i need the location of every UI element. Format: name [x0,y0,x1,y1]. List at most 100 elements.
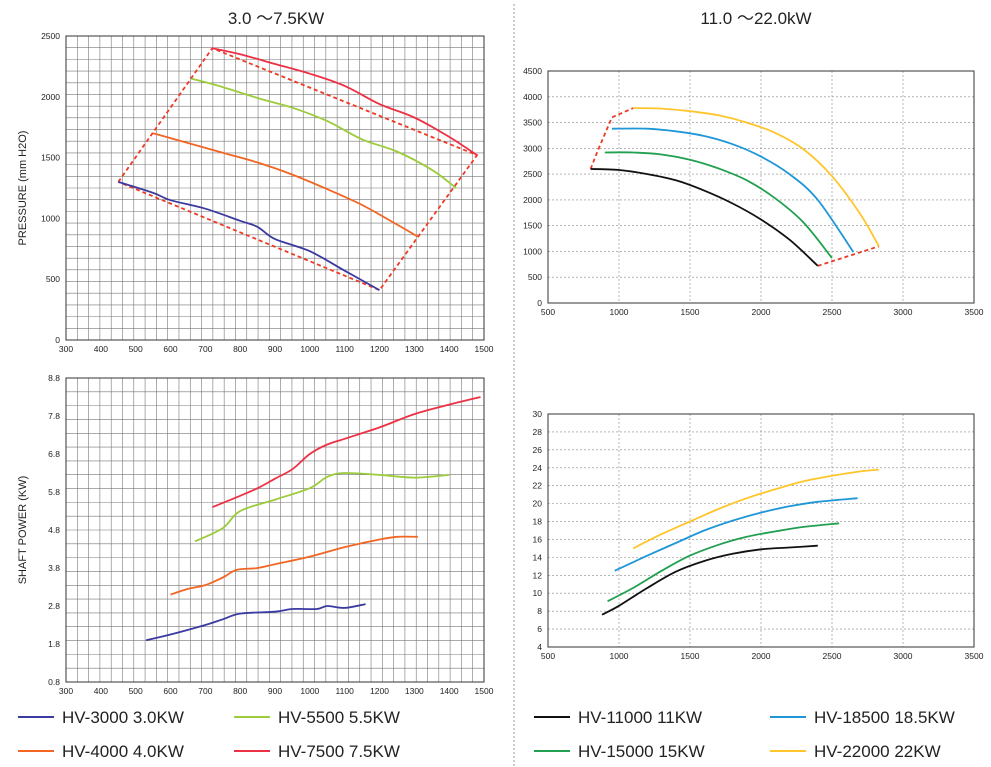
x-tick-label: 900 [268,686,282,696]
pressure-small-envelope [117,47,479,292]
legend: HV-3000 3.0KW HV-5500 5.5KW HV-4000 4.0KW H… [18,708,955,761]
y-tick-label: 1.8 [48,639,60,649]
y-tick-label: 1000 [523,246,542,256]
y-tick-label: 26 [533,445,543,455]
x-tick-label: 600 [163,686,177,696]
y-tick-label: 6.8 [48,449,60,459]
power-large-series-hv-15000 [607,522,840,603]
y-tick-label: 10 [533,588,543,598]
power-small-series-hv-4000 [170,535,418,596]
x-tick-label: 1200 [370,344,389,354]
power-large-series-hv-18500 [614,497,858,572]
y-tick-label: 1000 [41,213,60,223]
pressure-large-envelope [589,107,634,170]
x-tick-label: 900 [268,344,282,354]
x-tick-label: 1500 [475,344,494,354]
y-tick-label: 24 [533,463,543,473]
y-tick-label: 2500 [41,31,60,41]
legend-label: HV-3000 3.0KW [62,708,184,727]
legend-label: HV-15000 15KW [578,742,705,761]
pressure-large-series-hv-15000 [604,151,833,259]
power-large-series-hv-11000 [601,544,818,616]
x-tick-label: 2500 [823,651,842,661]
legend-label: HV-18500 18.5KW [814,708,955,727]
y-tick-label: 3500 [523,118,542,128]
power-large-series-hv-22000 [632,468,879,550]
x-tick-label: 1000 [610,307,629,317]
y-tick-label: 3.8 [48,563,60,573]
x-tick-label: 1000 [300,686,319,696]
x-tick-label: 700 [198,344,212,354]
y-tick-label: 1500 [41,153,60,163]
y-tick-label: 12 [533,570,543,580]
power-large-frame [547,413,975,648]
y-tick-label: 0 [55,335,60,345]
x-tick-label: 1100 [336,344,355,354]
pressure-large-frame [547,70,975,304]
x-tick-label: 1100 [336,686,355,696]
x-tick-label: 500 [129,686,143,696]
y-tick-label: 22 [533,481,543,491]
y-tick-label: 4.8 [48,525,60,535]
x-tick-label: 1500 [681,651,700,661]
x-tick-label: 1500 [681,307,700,317]
y-tick-label: 6 [537,624,542,634]
legend-label: HV-22000 22KW [814,742,941,761]
y-tick-label: 1500 [523,221,542,231]
pressure-small-frame [65,35,485,341]
y-tick-label: 2.8 [48,601,60,611]
power-small-series-hv-3000 [145,603,366,642]
x-tick-label: 700 [198,686,212,696]
y-tick-label: 2000 [523,195,542,205]
x-tick-label: 2000 [752,651,771,661]
x-tick-label: 1400 [440,686,459,696]
x-tick-label: 2000 [752,307,771,317]
heading-left: 3.0 ～7.5KW [228,9,324,28]
x-tick-label: 1000 [610,651,629,661]
pressure-small-series-hv-4000 [152,132,419,238]
pressure-large-grid [548,71,974,303]
y-tick-label: 14 [533,552,543,562]
power-small-frame [65,377,485,683]
power-large-grid [548,414,974,647]
power-small-series-hv-7500 [211,396,481,509]
x-tick-label: 1300 [405,344,424,354]
y-tick-label: 3000 [523,143,542,153]
x-tick-label: 1000 [300,344,319,354]
y-tick-label: 500 [46,274,60,284]
power-small-grid [66,378,484,682]
power-large-chart: 500 1000 1500 2000 2500 3000 3500 4 6 8 10 12 14 16 18… [533,409,984,661]
y-tick-label: 0 [537,298,542,308]
x-tick-label: 500 [129,344,143,354]
y-tick-label: 0.8 [48,677,60,687]
x-tick-label: 2500 [823,307,842,317]
x-tick-label: 3000 [894,307,913,317]
y-tick-label: 2000 [41,92,60,102]
pressure-small-series-hv-7500 [212,47,478,156]
power-small-chart: 300 400 500 600 700 800 900 1000 1100 1200 1300 140… [17,373,494,696]
x-tick-label: 1500 [475,686,494,696]
pressure-large-chart: 500 1000 1500 2000 2500 3000 35000500100015002… [523,66,984,317]
y-tick-label: 4500 [523,66,542,76]
x-tick-label: 500 [541,651,555,661]
y-tick-label: 8.8 [48,373,60,383]
x-tick-label: 300 [59,344,73,354]
x-tick-label: 1300 [405,686,424,696]
legend-label: HV-7500 7.5KW [278,742,400,761]
y-tick-label: 18 [533,517,543,527]
y-tick-label: 7.8 [48,411,60,421]
y-axis-label: SHAFT POWER (KW) [17,476,29,585]
pressure-large-series-hv-22000 [633,107,880,247]
x-tick-label: 800 [233,344,247,354]
x-tick-label: 1400 [440,344,459,354]
x-tick-label: 400 [94,344,108,354]
legend-label: HV-4000 4.0KW [62,742,184,761]
pressure-large-series-hv-18500 [611,127,855,253]
x-tick-label: 400 [94,686,108,696]
y-tick-label: 28 [533,427,543,437]
y-tick-label: 16 [533,534,543,544]
y-tick-label: 4 [537,642,542,652]
x-tick-label: 800 [233,686,247,696]
y-tick-label: 8 [537,606,542,616]
